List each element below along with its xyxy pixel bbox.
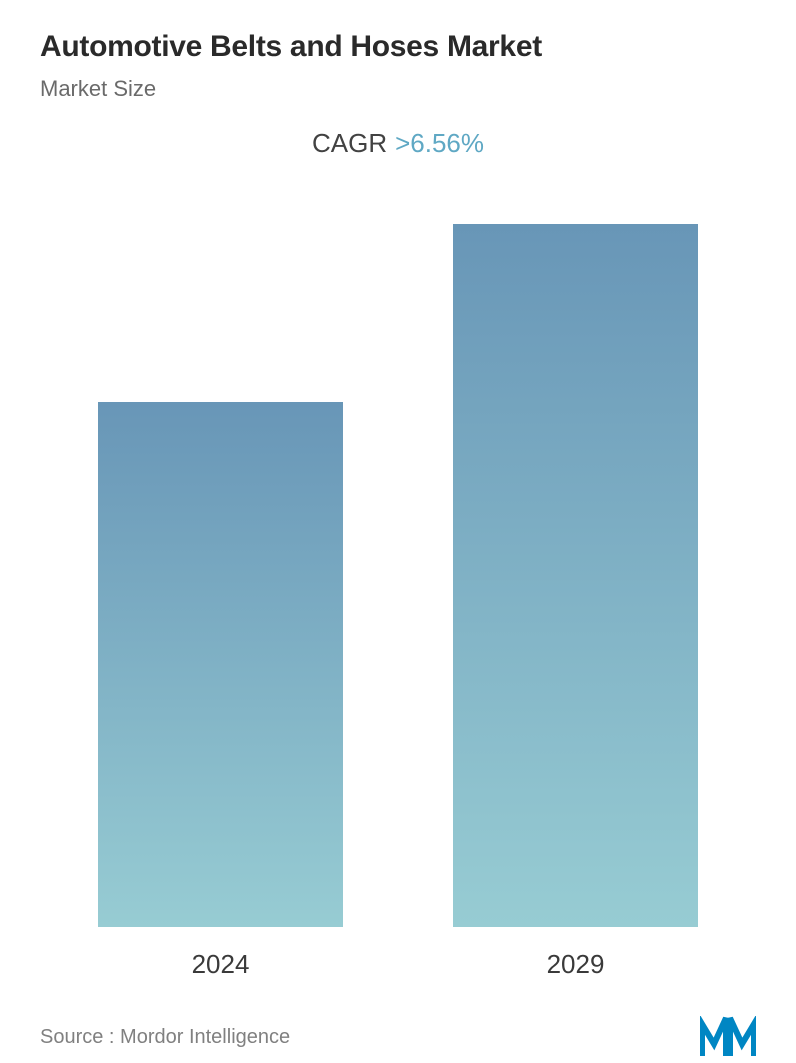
- bar-group-2024: 2024: [98, 402, 343, 980]
- cagr-row: CAGR >6.56%: [40, 128, 756, 159]
- bar-label-2024: 2024: [192, 949, 250, 980]
- chart-container: Automotive Belts and Hoses Market Market…: [0, 0, 796, 1034]
- subtitle: Market Size: [40, 76, 756, 102]
- footer: Source : Mordor Intelligence: [40, 986, 756, 1058]
- page-title: Automotive Belts and Hoses Market: [40, 30, 756, 64]
- bar-2029: [453, 224, 698, 927]
- mordor-logo-icon: [700, 1016, 756, 1058]
- source-text: Source : Mordor Intelligence: [40, 1026, 290, 1049]
- bar-chart: 2024 2029: [40, 179, 756, 980]
- bar-label-2029: 2029: [547, 949, 605, 980]
- cagr-label: CAGR: [312, 128, 387, 158]
- bar-2024: [98, 402, 343, 927]
- cagr-value: >6.56%: [395, 128, 484, 158]
- bar-group-2029: 2029: [453, 224, 698, 980]
